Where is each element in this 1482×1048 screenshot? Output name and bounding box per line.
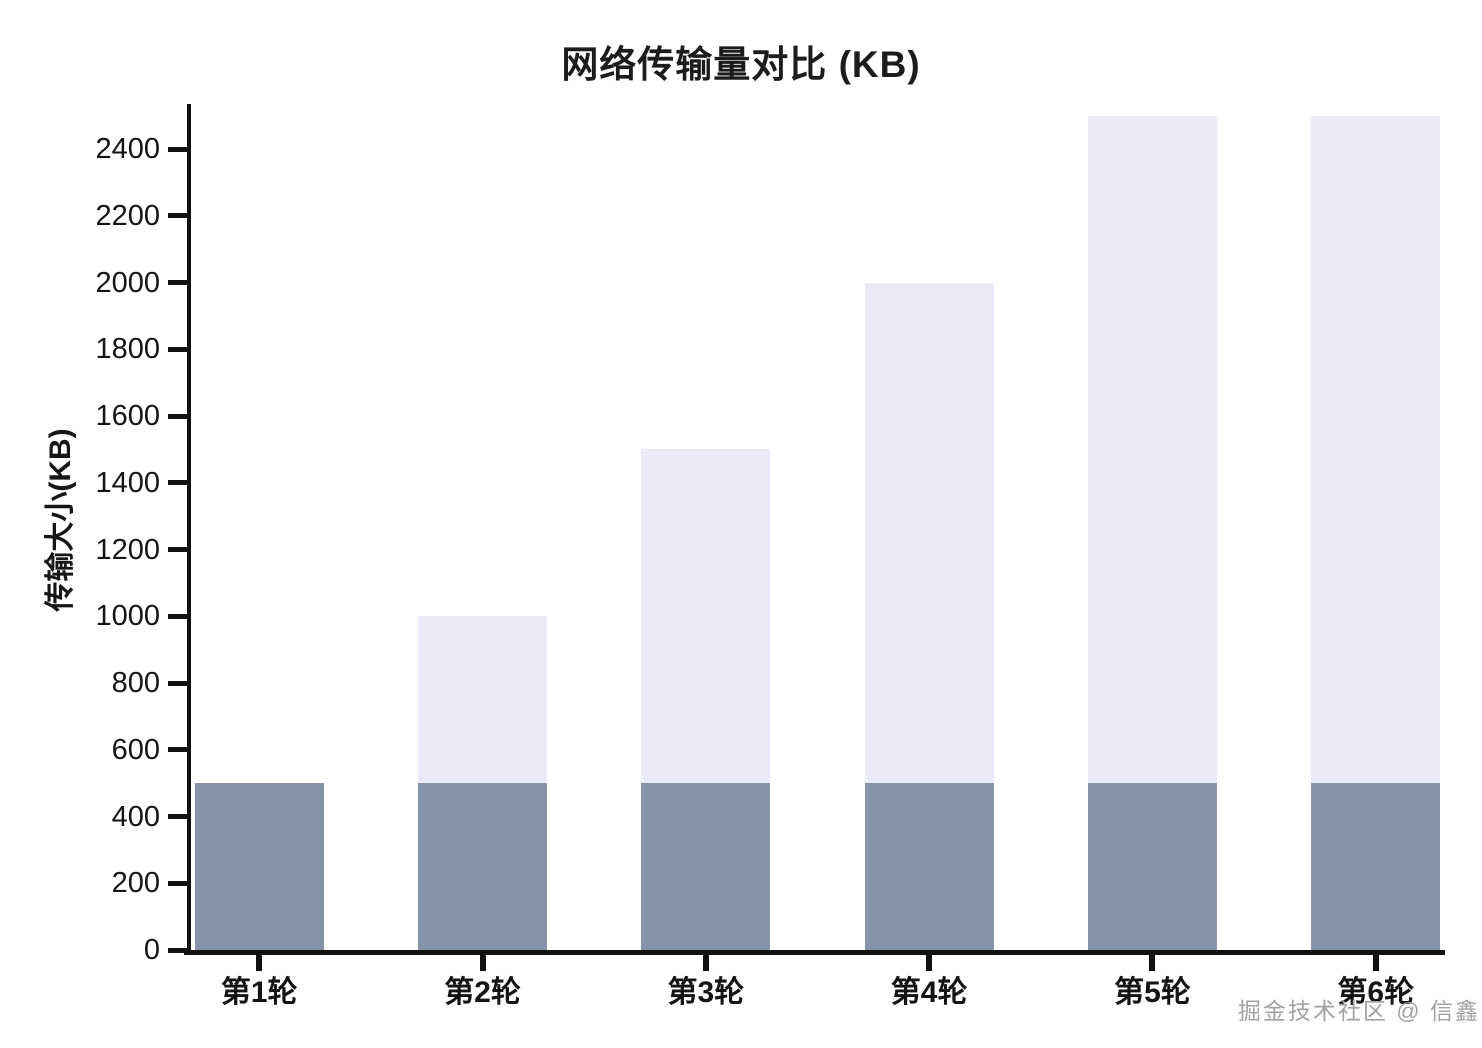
x-tick-label: 第5轮 — [1114, 976, 1191, 1009]
x-tick-mark — [479, 955, 486, 971]
y-tick-label: 2200 — [95, 199, 160, 232]
y-tick-label: 800 — [111, 667, 160, 700]
x-tick-mark — [1149, 955, 1156, 971]
y-tick-mark — [168, 547, 187, 553]
y-tick-label: 1600 — [95, 400, 160, 433]
y-tick-label: 600 — [111, 733, 160, 766]
y-tick-label: 1400 — [95, 466, 160, 499]
y-tick-mark — [168, 947, 187, 953]
y-tick-mark — [168, 213, 187, 219]
y-tick-mark — [168, 880, 187, 886]
x-tick-mark — [702, 955, 709, 971]
y-tick-label: 2000 — [95, 266, 160, 299]
bar-dark — [1311, 783, 1441, 950]
x-tick-label: 第4轮 — [890, 976, 968, 1009]
y-tick-mark — [168, 680, 187, 686]
y-tick-mark — [168, 613, 187, 619]
y-axis-line — [187, 104, 191, 955]
y-tick-mark — [168, 747, 187, 753]
x-axis-line — [184, 950, 1445, 955]
y-tick-label: 200 — [111, 867, 160, 900]
bar-dark — [1087, 783, 1217, 950]
y-tick-label: 400 — [111, 800, 160, 833]
x-tick-mark — [926, 955, 933, 971]
x-tick-mark — [1372, 955, 1379, 971]
y-tick-mark — [168, 346, 187, 352]
x-tick-label: 第3轮 — [667, 976, 745, 1009]
watermark: 掘金技术社区 @ 信鑫 — [1237, 998, 1480, 1024]
y-tick-mark — [168, 480, 187, 486]
y-tick-mark — [168, 146, 187, 152]
y-tick-mark — [168, 814, 187, 819]
x-tick-label: 第2轮 — [444, 976, 521, 1009]
y-tick-label: 1200 — [95, 533, 160, 566]
chart-title: 网络传输量对比 (KB) — [561, 44, 921, 85]
y-tick-label: 1800 — [95, 333, 160, 366]
y-tick-label: 2400 — [95, 133, 160, 166]
bar-dark — [641, 783, 771, 950]
y-axis-label: 传输大小(KB) — [44, 428, 77, 612]
x-tick-label: 第6轮 — [1337, 976, 1415, 1009]
y-tick-mark — [168, 413, 187, 419]
y-tick-label: 1000 — [95, 600, 160, 633]
bar-dark — [418, 783, 548, 950]
x-tick-label: 第1轮 — [220, 976, 298, 1009]
bar-dark — [864, 783, 994, 950]
x-tick-mark — [256, 955, 263, 971]
y-tick-mark — [168, 280, 187, 286]
bar-dark — [194, 783, 324, 950]
y-tick-label: 0 — [143, 934, 160, 966]
